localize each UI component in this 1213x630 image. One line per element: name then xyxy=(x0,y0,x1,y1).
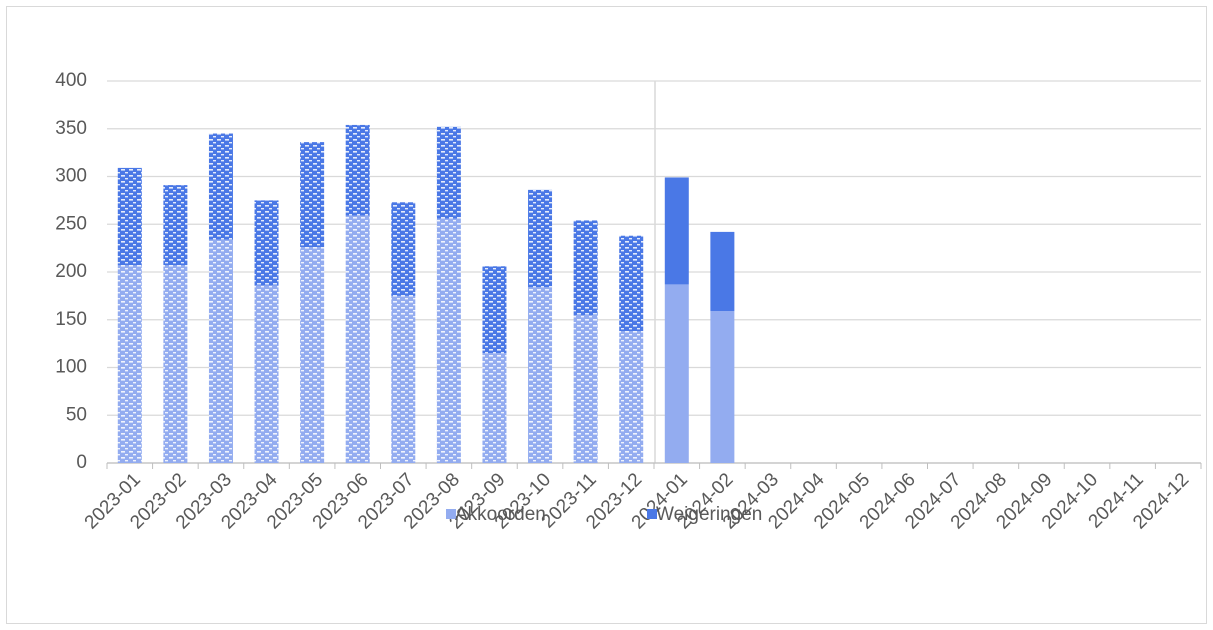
bar-segment xyxy=(436,126,461,219)
bar-segment xyxy=(117,167,142,266)
bar-segment xyxy=(619,331,644,463)
y-tick-label: 200 xyxy=(55,261,87,282)
frame xyxy=(6,6,1207,624)
y-tick-label: 150 xyxy=(55,309,87,330)
bar-segment xyxy=(573,220,598,315)
bar-segment xyxy=(664,284,689,463)
y-tick-label: 300 xyxy=(55,166,87,187)
bar-segment xyxy=(482,266,507,354)
bar-segment xyxy=(528,189,553,288)
bar-segment xyxy=(345,215,370,463)
bar-segment xyxy=(482,353,507,463)
y-tick-label: 50 xyxy=(66,404,87,425)
y-tick-label: 0 xyxy=(76,452,87,473)
bar-segment xyxy=(710,311,735,463)
bar-segment xyxy=(163,185,188,266)
y-tick-label: 100 xyxy=(55,357,87,378)
bar-segment xyxy=(254,285,279,463)
y-tick-label: 250 xyxy=(55,213,87,234)
bar-segment xyxy=(391,295,416,463)
bar-segment xyxy=(300,247,325,463)
bar-segment xyxy=(254,200,279,286)
y-tick-label: 350 xyxy=(55,118,87,139)
legend-swatch xyxy=(647,509,657,519)
bar-segment xyxy=(436,218,461,463)
bar-segment xyxy=(664,177,689,285)
bar-segment xyxy=(163,265,188,463)
legend-label: Weigeringen xyxy=(656,504,762,525)
bar-segment xyxy=(528,287,553,463)
bar-segment xyxy=(391,202,416,296)
y-tick-label: 400 xyxy=(55,70,87,91)
bar-segment xyxy=(710,231,735,312)
bar-segment xyxy=(345,124,370,216)
bar-segment xyxy=(573,314,598,463)
bar-segment xyxy=(117,265,142,463)
bar-segment xyxy=(619,235,644,332)
legend-swatch xyxy=(446,509,456,519)
bar-segment xyxy=(208,239,233,463)
bar-segment xyxy=(300,142,325,248)
bar-segment xyxy=(208,133,233,240)
legend-label: Akkoorden xyxy=(455,504,546,525)
